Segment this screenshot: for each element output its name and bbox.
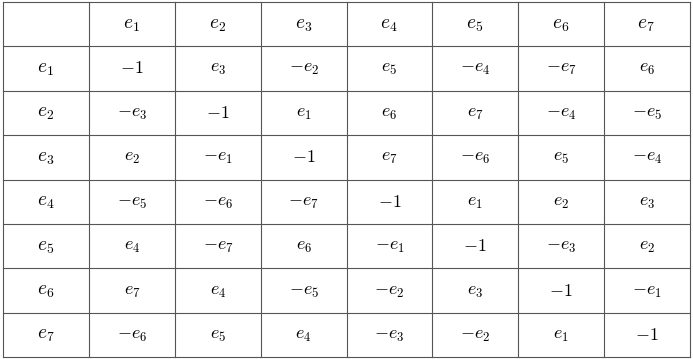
- Text: $e_4$: $e_4$: [124, 237, 140, 255]
- Text: $\mathbf{\mathit{e}}_4$: $\mathbf{\mathit{e}}_4$: [380, 14, 398, 33]
- Text: $e_5$: $e_5$: [210, 326, 226, 344]
- Text: $-e_3$: $-e_3$: [546, 237, 576, 255]
- Text: $\mathbf{\mathit{e}}_3$: $\mathbf{\mathit{e}}_3$: [37, 148, 55, 167]
- Text: $e_5$: $e_5$: [553, 148, 569, 166]
- Text: $\mathbf{\mathit{e}}_6$: $\mathbf{\mathit{e}}_6$: [552, 14, 570, 33]
- Text: $e_7$: $e_7$: [467, 104, 484, 122]
- Text: $e_6$: $e_6$: [381, 104, 398, 122]
- Text: $-e_4$: $-e_4$: [546, 104, 576, 122]
- Text: $e_4$: $e_4$: [295, 326, 312, 344]
- Text: $\mathbf{\mathit{e}}_1$: $\mathbf{\mathit{e}}_1$: [123, 14, 141, 33]
- Text: $-e_6$: $-e_6$: [203, 193, 233, 211]
- Text: $-e_4$: $-e_4$: [460, 60, 490, 78]
- Text: $-1$: $-1$: [464, 237, 487, 255]
- Text: $-e_5$: $-e_5$: [631, 104, 662, 122]
- Text: $-e_5$: $-e_5$: [288, 281, 319, 299]
- Text: $e_2$: $e_2$: [553, 193, 569, 211]
- Text: $\mathbf{\mathit{e}}_2$: $\mathbf{\mathit{e}}_2$: [209, 14, 227, 33]
- Text: $-e_2$: $-e_2$: [288, 60, 319, 78]
- Text: $\mathbf{\mathit{e}}_6$: $\mathbf{\mathit{e}}_6$: [37, 281, 55, 300]
- Text: $-e_1$: $-e_1$: [203, 148, 233, 166]
- Text: $\mathbf{\mathit{e}}_5$: $\mathbf{\mathit{e}}_5$: [466, 14, 484, 33]
- Text: $e_4$: $e_4$: [210, 281, 226, 299]
- Text: $-e_2$: $-e_2$: [460, 326, 490, 344]
- Text: $\mathbf{\mathit{e}}_2$: $\mathbf{\mathit{e}}_2$: [37, 103, 55, 122]
- Text: $e_6$: $e_6$: [638, 60, 655, 78]
- Text: $-e_7$: $-e_7$: [288, 193, 319, 211]
- Text: $-e_4$: $-e_4$: [631, 148, 662, 166]
- Text: $e_2$: $e_2$: [124, 148, 140, 166]
- Text: $-1$: $-1$: [121, 60, 144, 78]
- Text: $\mathbf{\mathit{e}}_3$: $\mathbf{\mathit{e}}_3$: [295, 14, 313, 33]
- Text: $e_5$: $e_5$: [381, 60, 398, 78]
- Text: $-1$: $-1$: [206, 104, 229, 122]
- Text: $-1$: $-1$: [378, 193, 401, 211]
- Text: $e_3$: $e_3$: [467, 281, 483, 299]
- Text: $e_3$: $e_3$: [638, 193, 655, 211]
- Text: $-e_7$: $-e_7$: [545, 60, 576, 78]
- Text: $\mathbf{\mathit{e}}_7$: $\mathbf{\mathit{e}}_7$: [638, 14, 656, 33]
- Text: $-e_5$: $-e_5$: [117, 193, 147, 211]
- Text: $-e_6$: $-e_6$: [117, 326, 147, 344]
- Text: $e_3$: $e_3$: [210, 60, 226, 78]
- Text: $e_6$: $e_6$: [295, 237, 312, 255]
- Text: $e_1$: $e_1$: [467, 193, 483, 211]
- Text: $\mathbf{\mathit{e}}_5$: $\mathbf{\mathit{e}}_5$: [37, 237, 55, 256]
- Text: $-e_6$: $-e_6$: [460, 148, 490, 166]
- Text: $-e_3$: $-e_3$: [117, 104, 147, 122]
- Text: $e_1$: $e_1$: [296, 104, 311, 122]
- Text: $e_2$: $e_2$: [638, 237, 655, 255]
- Text: $-e_2$: $-e_2$: [374, 281, 405, 299]
- Text: $e_7$: $e_7$: [381, 148, 398, 166]
- Text: $-1$: $-1$: [635, 326, 658, 344]
- Text: $-e_1$: $-e_1$: [632, 281, 662, 299]
- Text: $-1$: $-1$: [549, 281, 572, 299]
- Text: $-e_1$: $-e_1$: [374, 237, 404, 255]
- Text: $\mathbf{\mathit{e}}_4$: $\mathbf{\mathit{e}}_4$: [37, 192, 55, 211]
- Text: $-e_3$: $-e_3$: [374, 326, 405, 344]
- Text: $\mathbf{\mathit{e}}_7$: $\mathbf{\mathit{e}}_7$: [37, 326, 55, 345]
- Text: $e_7$: $e_7$: [124, 281, 141, 299]
- Text: $e_1$: $e_1$: [553, 326, 569, 344]
- Text: $\mathbf{\mathit{e}}_1$: $\mathbf{\mathit{e}}_1$: [37, 59, 55, 78]
- Text: $-e_7$: $-e_7$: [202, 237, 233, 255]
- Text: $-1$: $-1$: [292, 148, 315, 166]
